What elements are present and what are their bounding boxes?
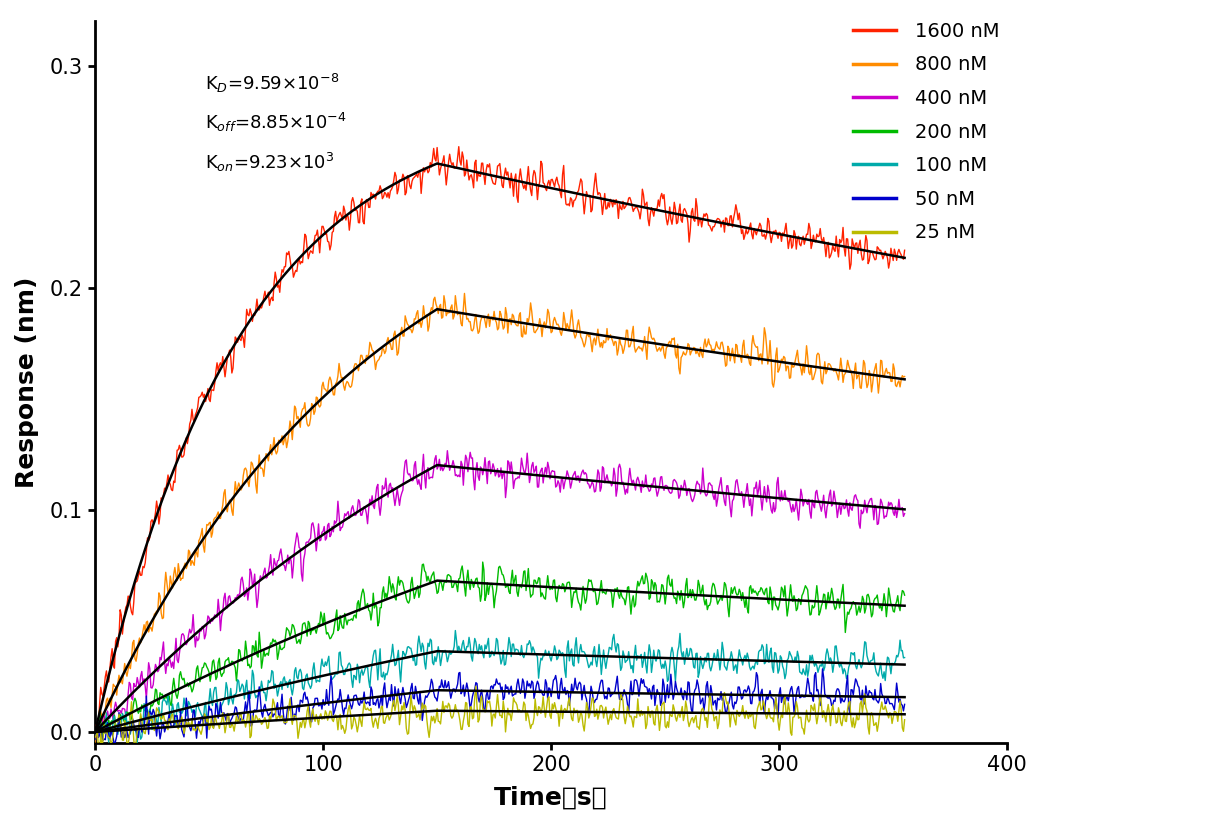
Legend: 1600 nM, 800 nM, 400 nM, 200 nM, 100 nM, 50 nM, 25 nM: 1600 nM, 800 nM, 400 nM, 200 nM, 100 nM,… [845,14,1008,250]
Text: K$_{D}$=9.59×10$^{-8}$
K$_{off}$=8.85×10$^{-4}$
K$_{on}$=9.23×10$^{3}$: K$_{D}$=9.59×10$^{-8}$ K$_{off}$=8.85×10… [205,72,346,174]
X-axis label: Time（s）: Time（s） [494,786,608,810]
Y-axis label: Response (nm): Response (nm) [15,276,39,488]
